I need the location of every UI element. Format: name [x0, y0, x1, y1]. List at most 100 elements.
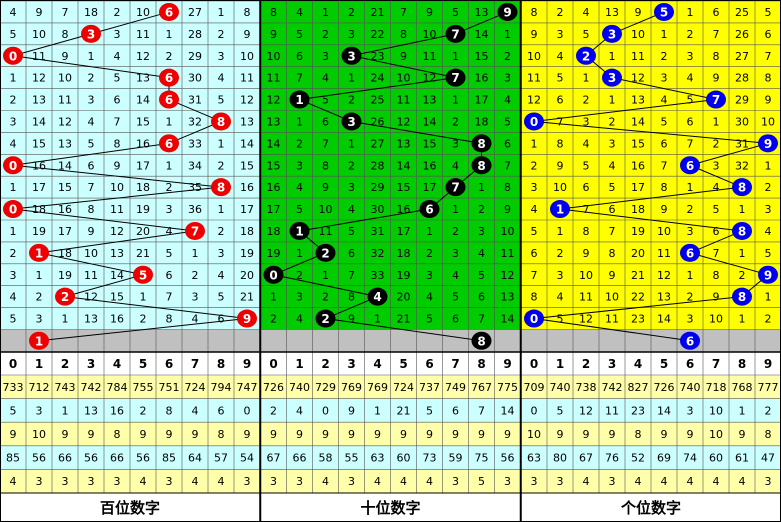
cell: 8: [322, 159, 329, 172]
trend-line: [325, 318, 482, 342]
cell: 12: [579, 313, 593, 326]
cell: 1: [140, 291, 147, 304]
cell: 15: [32, 137, 46, 150]
cell: 2: [218, 28, 225, 41]
cell: 7: [296, 72, 303, 85]
cell: 8: [504, 181, 511, 194]
cell: 1: [557, 225, 564, 238]
cell: 3: [452, 247, 459, 260]
cell: 4: [426, 291, 433, 304]
ball: [159, 2, 179, 21]
cell: 10: [423, 28, 437, 41]
cell: 18: [631, 203, 645, 216]
cell: 9: [765, 94, 772, 107]
ball-number: 0: [269, 268, 277, 282]
cell: 21: [136, 247, 150, 260]
cell: 13: [501, 291, 515, 304]
stat-cell: 3: [452, 475, 459, 488]
stat-cell: 56: [84, 452, 98, 465]
stat-cell: 54: [240, 452, 254, 465]
stat-cell: 740: [289, 381, 310, 394]
ball: [732, 221, 752, 240]
cell: 16: [423, 159, 437, 172]
stat-cell: 8: [166, 404, 173, 417]
cell: 27: [735, 50, 749, 63]
cell: 32: [371, 247, 385, 260]
stat-cell: 55: [345, 452, 359, 465]
stat-cell: 3: [36, 475, 43, 488]
stat-cell: 4: [296, 404, 303, 417]
cell: 7: [504, 159, 511, 172]
stat-cell: 742: [81, 381, 102, 394]
stat-cell: 11: [605, 404, 619, 417]
cell: 5: [557, 72, 564, 85]
ball: [159, 90, 179, 109]
stat-cell: 4: [192, 404, 199, 417]
cell: 7: [166, 291, 173, 304]
cell: 8: [557, 137, 564, 150]
cell: 9: [88, 225, 95, 238]
cell: 7: [348, 269, 355, 282]
cell: 4: [192, 313, 199, 326]
stat-cell: 63: [527, 452, 541, 465]
stat-cell: 769: [367, 381, 388, 394]
cell: 13: [58, 137, 72, 150]
cell: 4: [166, 225, 173, 238]
header-digit: 5: [399, 357, 407, 371]
stat-cell: 9: [88, 428, 95, 441]
cell: 32: [735, 159, 749, 172]
cell: 3: [661, 72, 668, 85]
stat-cell: 3: [62, 475, 69, 488]
stat-cell: 767: [471, 381, 492, 394]
cell: 1: [609, 50, 616, 63]
ball-number: 3: [347, 49, 355, 63]
cell: 12: [32, 72, 46, 85]
trend-line: [533, 99, 717, 122]
stat-cell: 60: [397, 452, 411, 465]
trend-line: [273, 274, 378, 298]
ball: [211, 112, 231, 131]
header-digit: 4: [373, 357, 381, 371]
cell: 30: [188, 72, 202, 85]
ball: [133, 265, 153, 284]
stat-cell: 751: [159, 381, 180, 394]
cell: 14: [32, 115, 46, 128]
cell: 6: [348, 247, 355, 260]
stat-cell: 10: [527, 428, 541, 441]
cell: 3: [426, 269, 433, 282]
cell: 15: [631, 137, 645, 150]
cell: 33: [188, 137, 202, 150]
cell: 2: [10, 247, 17, 260]
cell: 3: [88, 94, 95, 107]
stat-cell: 0: [531, 404, 538, 417]
cell: 18: [84, 6, 98, 19]
cell: 21: [631, 269, 645, 282]
stat-cell: 21: [397, 404, 411, 417]
header-digit: 6: [425, 357, 433, 371]
ball: [367, 287, 388, 306]
cell: 1: [296, 247, 303, 260]
cell: 2: [348, 159, 355, 172]
stat-cell: 57: [214, 452, 228, 465]
cell: 16: [136, 137, 150, 150]
stat-cell: 12: [579, 404, 593, 417]
cell: 10: [761, 115, 775, 128]
header-digit: 1: [35, 357, 43, 371]
stat-cell: 10: [709, 404, 723, 417]
cell: 2: [296, 269, 303, 282]
cell: 9: [400, 50, 407, 63]
cell: 5: [296, 28, 303, 41]
ball-number: 6: [165, 5, 173, 19]
cell: 3: [322, 50, 329, 63]
cell: 9: [270, 28, 277, 41]
cell: 2: [609, 115, 616, 128]
trend-line: [12, 186, 222, 210]
stat-cell: 5: [557, 404, 564, 417]
cell: 6: [583, 181, 590, 194]
cell: 6: [478, 291, 485, 304]
cell: 3: [687, 225, 694, 238]
cell: 19: [397, 269, 411, 282]
cell: 11: [423, 50, 437, 63]
trend-line: [351, 120, 482, 144]
